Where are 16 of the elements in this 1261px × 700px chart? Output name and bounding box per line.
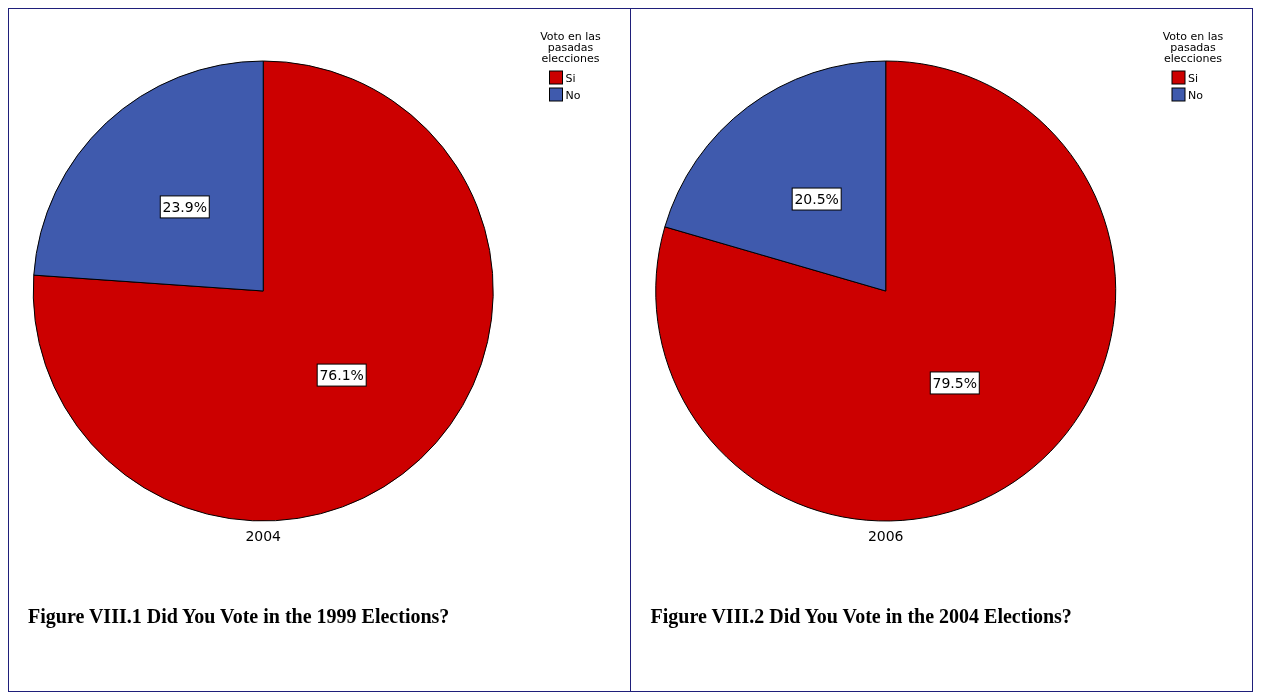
text: 2004 bbox=[245, 528, 282, 544]
legend-title: Voto en las pasadas elecciones bbox=[1162, 30, 1224, 65]
data-label: 76.1% bbox=[319, 367, 364, 384]
data-label: 23.9% bbox=[162, 198, 208, 215]
pie-slice bbox=[655, 60, 1117, 522]
text: Figure VIII.1 Did You Vote in the 1999 Elections? bbox=[28, 605, 450, 628]
legend-label: No bbox=[565, 89, 581, 102]
data-label: 20.5% bbox=[794, 191, 839, 208]
legend-label: Si bbox=[1188, 72, 1199, 85]
text: Figure VIII.2 Did You Vote in the 2004 Elections? bbox=[650, 605, 1072, 628]
legend-title: Voto en las pasadas elecciones bbox=[540, 30, 602, 65]
legend-label: Si bbox=[565, 72, 576, 85]
legend-label: No bbox=[1188, 89, 1204, 102]
text: 2006 bbox=[867, 528, 904, 544]
pie-slice bbox=[33, 60, 494, 522]
data-label: 79.5% bbox=[932, 374, 978, 391]
